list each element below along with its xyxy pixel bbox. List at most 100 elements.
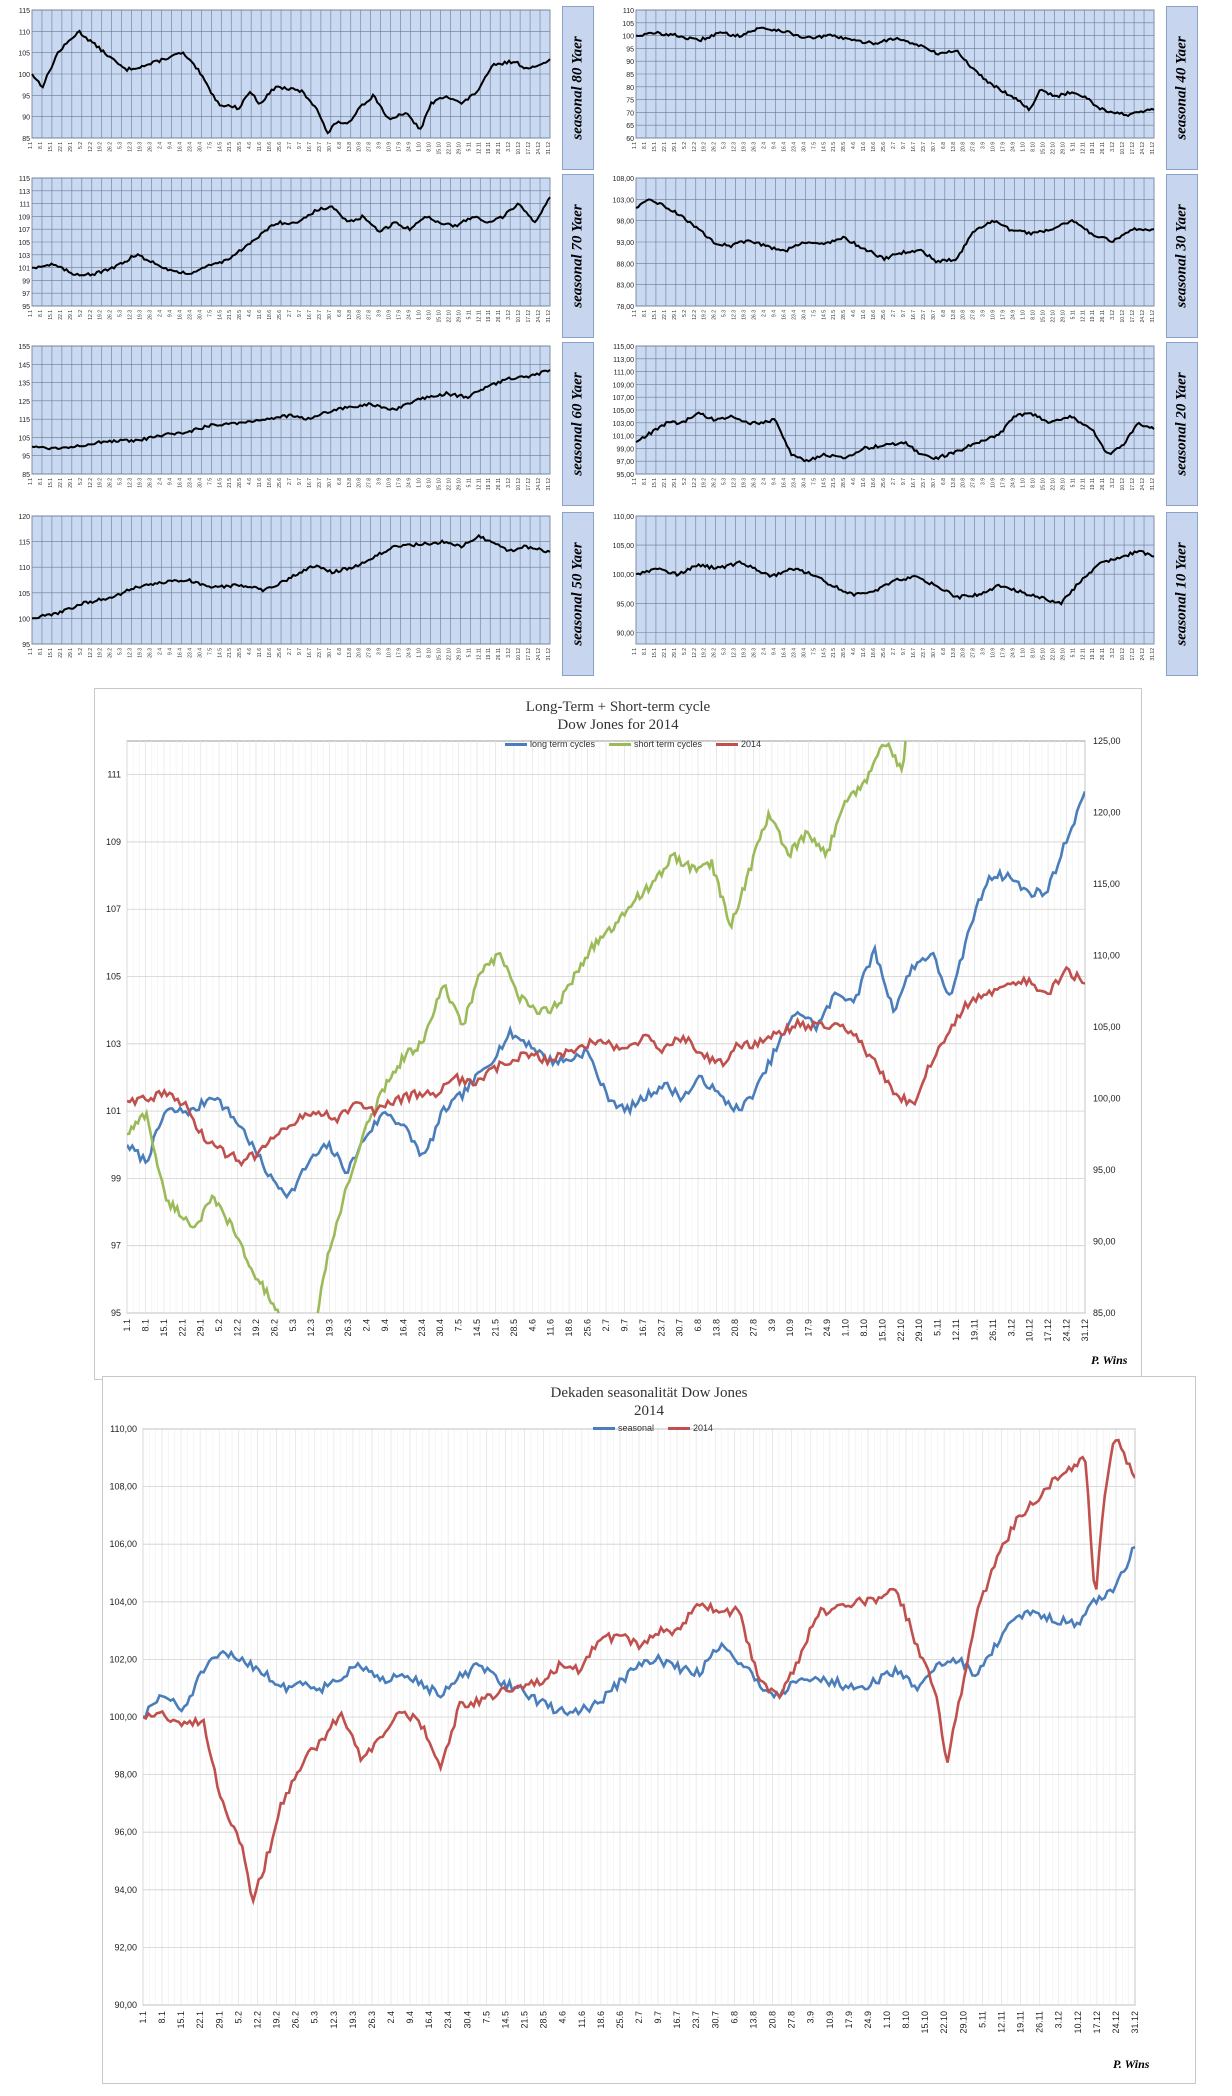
series-line bbox=[31, 29, 551, 135]
x-tick-label: 4.6 bbox=[527, 1319, 537, 1332]
x-tick-label: 31.12 bbox=[546, 142, 552, 155]
x-tick-label: 16.7 bbox=[911, 648, 917, 658]
x-tick-label: 9.4 bbox=[167, 142, 173, 149]
x-tick-label: 20.8 bbox=[961, 310, 967, 320]
x-tick-label: 3.12 bbox=[506, 648, 512, 658]
y-tick-label: 98,00 bbox=[114, 1770, 137, 1780]
x-tick-label: 2.4 bbox=[762, 648, 768, 655]
x-tick-label: 8.1 bbox=[38, 478, 44, 485]
x-tick-label: 29.10 bbox=[1060, 142, 1066, 155]
y-tick-label: 78,00 bbox=[616, 304, 634, 311]
series-line-short-term-cycles bbox=[127, 741, 907, 1313]
x-tick-label: 6.8 bbox=[941, 310, 947, 317]
y-tick-label: 109 bbox=[18, 214, 30, 221]
x-tick-label: 27.8 bbox=[748, 1319, 758, 1337]
x-tick-label: 24.9 bbox=[1011, 478, 1017, 488]
legend-swatch-long bbox=[505, 742, 527, 746]
x-tick-label: 16.4 bbox=[177, 648, 183, 658]
x-tick-label: 23.4 bbox=[417, 1319, 427, 1337]
x-tick-label: 25.6 bbox=[277, 648, 283, 658]
x-tick-label: 17.12 bbox=[1130, 648, 1136, 661]
x-tick-label: 21.5 bbox=[831, 478, 837, 488]
x-tick-label: 3.9 bbox=[377, 142, 383, 149]
x-tick-label: 10.12 bbox=[1120, 142, 1126, 155]
x-tick-label: 10.9 bbox=[387, 310, 393, 320]
x-tick-label: 19.11 bbox=[486, 648, 492, 660]
chart1-title: Long-Term + Short-term cycle bbox=[525, 699, 711, 715]
x-tick-label: 26.2 bbox=[269, 1319, 279, 1337]
chart2-plot: 1.1 8.1 15.1 22.1 29.1 5.2 12.2 19.2 26.2 5.3 12.3… bbox=[109, 1424, 1140, 2034]
x-tick-label: 6.8 bbox=[693, 1319, 703, 1332]
x-tick-label: 28.5 bbox=[841, 648, 847, 658]
x-tick-label: 8.10 bbox=[426, 648, 432, 658]
y-tick-label: 94,00 bbox=[114, 1885, 137, 1895]
x-tick-label: 22.1 bbox=[177, 1319, 187, 1337]
y-tick-label: 103 bbox=[18, 253, 30, 260]
x-tick-label: 10.12 bbox=[516, 648, 522, 661]
x-tick-label: 30.7 bbox=[327, 142, 333, 152]
x-tick-label: 10.9 bbox=[785, 1319, 795, 1337]
x-tick-label: 8.10 bbox=[859, 1319, 869, 1337]
x-tick-label: 2.4 bbox=[386, 2011, 396, 2024]
x-tick-label: 2.4 bbox=[362, 1319, 372, 1332]
x-tick-label: 12.3 bbox=[732, 310, 738, 320]
x-tick-label: 10.9 bbox=[825, 2011, 835, 2029]
x-tick-label: 26.2 bbox=[108, 478, 114, 488]
legend-2014: 2014 bbox=[741, 739, 762, 749]
x-tick-label: 24.9 bbox=[1011, 142, 1017, 152]
y-tick-label: 108,00 bbox=[109, 1482, 137, 1492]
y-tick-label: 110,00 bbox=[110, 1424, 137, 1434]
x-tick-label: 19.11 bbox=[486, 142, 492, 154]
x-tick-label: 22.10 bbox=[1050, 142, 1056, 155]
x-tick-label: 2.7 bbox=[891, 478, 897, 485]
legend-swatch-seasonal bbox=[593, 1426, 615, 1430]
x-tick-label: 10.12 bbox=[516, 478, 522, 491]
x-tick-label: 25.6 bbox=[881, 310, 887, 320]
x-tick-label: 26.3 bbox=[343, 1319, 353, 1337]
x-tick-label: 5.3 bbox=[722, 142, 728, 149]
x-tick-label: 26.3 bbox=[752, 142, 758, 152]
x-tick-label: 16.4 bbox=[177, 478, 183, 488]
x-tick-label: 1.1 bbox=[122, 1319, 132, 1332]
x-tick-label: 18.6 bbox=[564, 1319, 574, 1337]
x-tick-label: 17.9 bbox=[1001, 478, 1007, 488]
x-tick-label: 5.3 bbox=[118, 648, 124, 655]
x-tick-label: 22.10 bbox=[446, 648, 452, 661]
x-tick-label: 8.1 bbox=[140, 1319, 150, 1332]
y-tick-label: 95 bbox=[22, 304, 30, 311]
x-tick-label: 31.12 bbox=[1150, 478, 1156, 491]
x-tick-label: 11.6 bbox=[861, 648, 867, 658]
panel-chart: 110,00 105,00 100,00 95,00 90,00 1.1 8.1 15.1 22… bbox=[613, 514, 1156, 661]
x-tick-label: 18.6 bbox=[871, 310, 877, 320]
x-tick-label: 22.10 bbox=[446, 478, 452, 491]
x-tick-label: 12.11 bbox=[996, 2011, 1006, 2033]
x-tick-label: 30.4 bbox=[462, 2011, 472, 2029]
panel-label: seasonal 40 Yaer bbox=[1173, 36, 1190, 140]
x-tick-label: 28.5 bbox=[237, 142, 243, 152]
x-tick-label: 17.12 bbox=[1043, 1319, 1053, 1342]
x-tick-label: 7.5 bbox=[207, 142, 213, 149]
x-tick-label: 17.9 bbox=[397, 478, 403, 488]
panel-label: seasonal 30 Yaer bbox=[1173, 204, 1190, 308]
x-tick-label: 18.6 bbox=[267, 648, 273, 658]
x-tick-label: 11.6 bbox=[577, 2011, 587, 2028]
panel-label-box: seasonal 30 Yaer bbox=[1166, 174, 1198, 338]
x-tick-label: 22.1 bbox=[662, 478, 668, 488]
x-tick-label: 8.1 bbox=[642, 142, 648, 149]
chart2-title: Dekaden seasonalität Dow Jones bbox=[550, 1385, 748, 1401]
x-tick-label: 14.5 bbox=[217, 310, 223, 320]
x-tick-label: 3.9 bbox=[981, 478, 987, 485]
x-tick-label: 23.7 bbox=[317, 478, 323, 488]
x-tick-label: 23.7 bbox=[921, 142, 927, 152]
legend-short-term: short term cycles bbox=[634, 739, 703, 749]
x-tick-label: 14.5 bbox=[821, 142, 827, 152]
x-tick-label: 17.12 bbox=[526, 478, 532, 491]
x-tick-label: 1.10 bbox=[417, 310, 423, 320]
y-tick-label: 115,00 bbox=[613, 344, 634, 351]
x-tick-label: 26.2 bbox=[291, 2011, 301, 2029]
panel-chart: 115 113 111 109 107 105 103 101 99 97 951.1 8.1 15.1… bbox=[18, 176, 552, 323]
x-tick-label: 26.3 bbox=[148, 142, 154, 152]
x-tick-label: 5.11 bbox=[466, 310, 472, 320]
x-tick-label: 19.2 bbox=[98, 142, 104, 152]
panel-label: seasonal 10 Yaer bbox=[1173, 542, 1190, 646]
